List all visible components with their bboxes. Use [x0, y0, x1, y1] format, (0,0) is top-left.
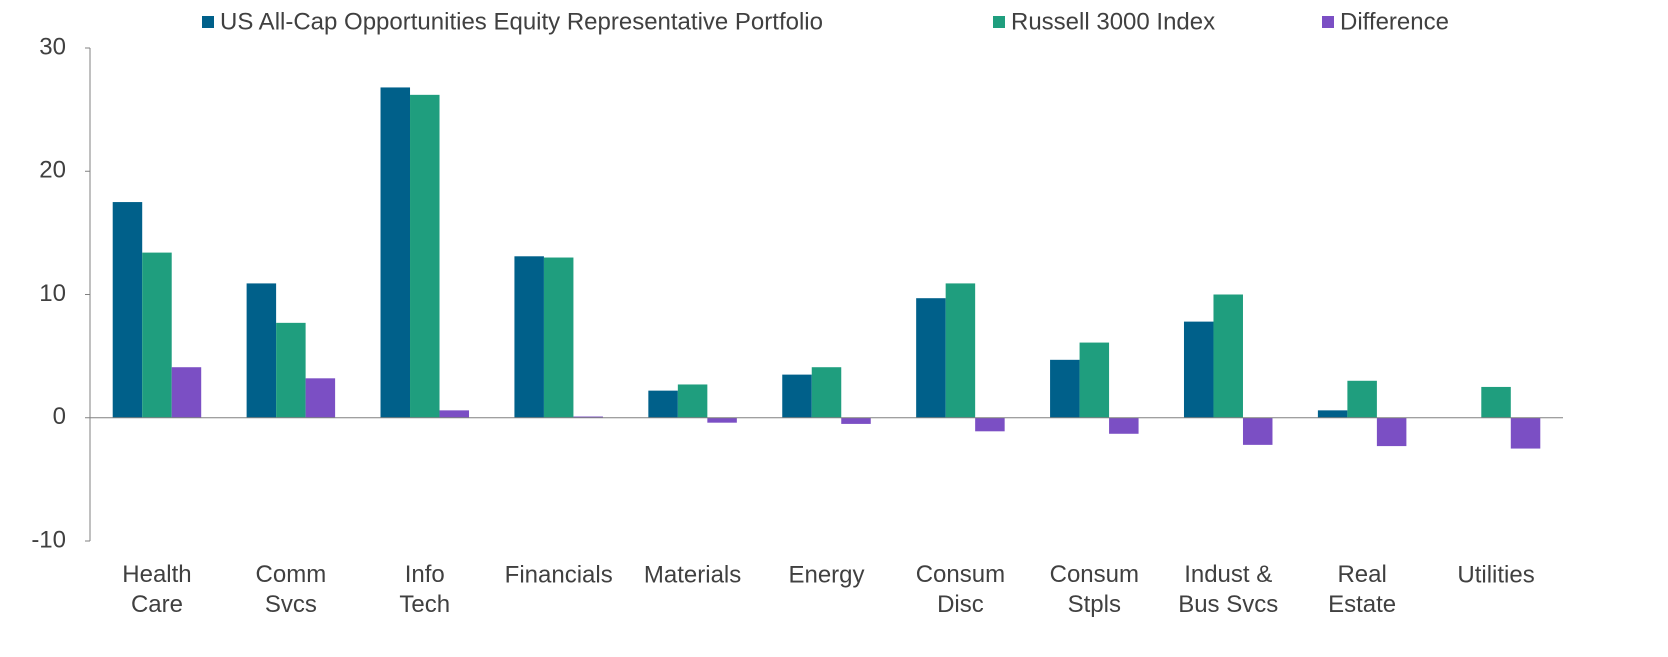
bar — [916, 298, 946, 418]
y-tick-label: 30 — [39, 33, 66, 60]
bar — [410, 94, 440, 418]
bar — [811, 367, 842, 418]
bar — [276, 322, 306, 418]
bar — [975, 417, 1005, 432]
bar — [171, 367, 202, 418]
x-tick-label: Utilities — [1457, 561, 1534, 588]
bar — [1242, 417, 1273, 445]
legend-label: Difference — [1340, 8, 1449, 35]
bar — [305, 378, 336, 418]
bar — [1376, 417, 1407, 447]
legend-swatch — [993, 16, 1005, 28]
x-tick-label: Financials — [505, 561, 613, 588]
x-tick-label: Consum Disc — [916, 561, 1005, 618]
bar — [514, 256, 544, 418]
x-tick-label: Info Tech — [399, 561, 450, 618]
bar — [782, 374, 812, 418]
bar — [380, 87, 411, 418]
x-tick-label: Health Care — [122, 561, 191, 618]
y-tick-label: 0 — [53, 403, 66, 430]
y-tick-label: -10 — [31, 526, 66, 553]
bar — [841, 417, 871, 424]
y-tick-label: 10 — [39, 280, 66, 307]
bar — [707, 417, 737, 423]
bar — [648, 390, 678, 418]
bar — [543, 257, 574, 418]
bar — [573, 416, 603, 418]
bar — [142, 252, 172, 418]
bar — [1109, 417, 1139, 434]
legend-label: Russell 3000 Index — [1011, 8, 1215, 35]
x-tick-label: Energy — [788, 561, 864, 588]
legend-swatch — [1322, 16, 1334, 28]
bar — [246, 283, 277, 418]
bar — [1347, 380, 1377, 418]
y-tick-label: 20 — [39, 157, 66, 184]
bar — [1510, 417, 1541, 449]
bar — [677, 384, 708, 418]
bar — [945, 283, 976, 418]
bar — [1481, 386, 1511, 418]
legend-swatch — [202, 16, 214, 28]
bar — [1213, 294, 1243, 418]
x-tick-label: Consum Stpls — [1050, 561, 1139, 618]
x-tick-label: Indust & Bus Svcs — [1178, 561, 1278, 618]
x-tick-label: Materials — [644, 561, 741, 588]
x-tick-label: Real Estate — [1328, 561, 1396, 618]
bar — [439, 410, 470, 418]
bar — [1079, 342, 1110, 418]
bar — [1050, 359, 1080, 418]
legend-label: US All-Cap Opportunities Equity Represen… — [220, 8, 823, 35]
bar — [112, 202, 143, 418]
bar — [1317, 410, 1348, 418]
bar — [1183, 321, 1214, 418]
x-tick-label: Comm Svcs — [256, 561, 327, 618]
